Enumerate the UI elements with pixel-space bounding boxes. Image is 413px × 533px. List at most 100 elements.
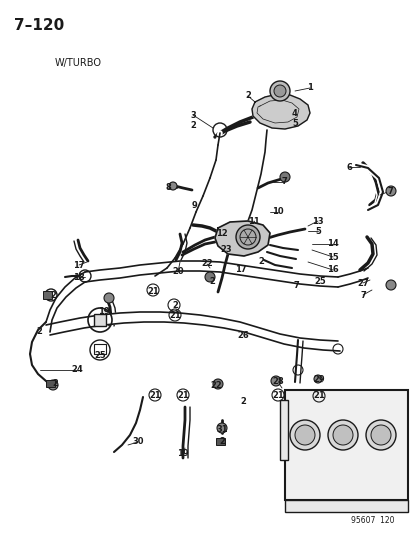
Text: 19: 19 bbox=[177, 449, 188, 458]
Text: 2: 2 bbox=[209, 278, 214, 287]
Text: 1: 1 bbox=[306, 84, 312, 93]
Bar bbox=[94, 314, 106, 326]
Text: 14: 14 bbox=[326, 239, 338, 248]
Text: 7: 7 bbox=[280, 177, 286, 187]
Polygon shape bbox=[60, 318, 84, 332]
Text: 31: 31 bbox=[216, 424, 227, 433]
Text: 21: 21 bbox=[149, 391, 161, 400]
Circle shape bbox=[332, 425, 352, 445]
Circle shape bbox=[104, 293, 114, 303]
Polygon shape bbox=[85, 270, 100, 282]
Text: 7: 7 bbox=[292, 280, 298, 289]
Text: 29: 29 bbox=[312, 376, 324, 384]
Polygon shape bbox=[159, 261, 180, 273]
Text: 2: 2 bbox=[257, 257, 263, 266]
Polygon shape bbox=[299, 338, 322, 350]
Polygon shape bbox=[214, 221, 269, 256]
Polygon shape bbox=[46, 322, 64, 335]
Text: 2: 2 bbox=[244, 92, 250, 101]
Circle shape bbox=[279, 172, 289, 182]
Text: 15: 15 bbox=[326, 253, 338, 262]
Polygon shape bbox=[240, 265, 259, 278]
Polygon shape bbox=[140, 263, 159, 275]
Polygon shape bbox=[199, 261, 219, 272]
Polygon shape bbox=[100, 268, 120, 280]
Text: 10: 10 bbox=[271, 207, 283, 216]
Polygon shape bbox=[159, 312, 183, 323]
Text: 17: 17 bbox=[235, 264, 246, 273]
Text: 2: 2 bbox=[218, 438, 224, 447]
Text: 18: 18 bbox=[73, 272, 85, 281]
Polygon shape bbox=[319, 340, 339, 351]
Text: 24: 24 bbox=[71, 366, 83, 375]
Circle shape bbox=[385, 186, 395, 196]
Text: 20: 20 bbox=[172, 268, 183, 277]
Text: 25: 25 bbox=[94, 351, 106, 360]
Bar bbox=[284, 500, 407, 512]
Text: 21: 21 bbox=[312, 392, 324, 400]
Bar bbox=[284, 390, 407, 500]
Text: 8: 8 bbox=[165, 183, 171, 192]
Text: 5: 5 bbox=[291, 118, 297, 127]
Polygon shape bbox=[299, 274, 319, 286]
Circle shape bbox=[370, 425, 390, 445]
Circle shape bbox=[327, 420, 357, 450]
Text: 2: 2 bbox=[172, 301, 178, 310]
Circle shape bbox=[271, 376, 280, 386]
Text: 3: 3 bbox=[190, 110, 195, 119]
Bar bbox=[94, 344, 106, 354]
Text: 19: 19 bbox=[98, 306, 109, 316]
Text: 2: 2 bbox=[240, 398, 245, 407]
Text: 22: 22 bbox=[210, 381, 221, 390]
Text: 2: 2 bbox=[36, 327, 42, 336]
Circle shape bbox=[313, 375, 321, 383]
Text: 4: 4 bbox=[291, 109, 297, 117]
Text: 2: 2 bbox=[50, 290, 56, 300]
Polygon shape bbox=[120, 312, 144, 323]
Polygon shape bbox=[219, 262, 240, 275]
Text: 17: 17 bbox=[73, 261, 85, 270]
Polygon shape bbox=[219, 318, 243, 332]
Polygon shape bbox=[100, 313, 124, 325]
Text: 13: 13 bbox=[311, 216, 323, 225]
Circle shape bbox=[235, 225, 259, 249]
Polygon shape bbox=[259, 328, 283, 344]
Text: 5: 5 bbox=[314, 227, 320, 236]
Bar bbox=[216, 438, 224, 445]
Text: 27: 27 bbox=[356, 279, 368, 287]
Text: 9: 9 bbox=[192, 200, 197, 209]
Circle shape bbox=[289, 420, 319, 450]
Polygon shape bbox=[279, 271, 299, 284]
Text: 95607  120: 95607 120 bbox=[351, 516, 394, 525]
Text: 26: 26 bbox=[237, 330, 248, 340]
Bar bbox=[43, 291, 52, 299]
Circle shape bbox=[273, 85, 285, 97]
Circle shape bbox=[269, 81, 289, 101]
Text: 25: 25 bbox=[313, 278, 325, 287]
Text: 7: 7 bbox=[359, 290, 365, 300]
Circle shape bbox=[169, 182, 177, 190]
Circle shape bbox=[216, 423, 226, 433]
Text: 28: 28 bbox=[271, 377, 283, 386]
Circle shape bbox=[48, 380, 58, 390]
Text: 2: 2 bbox=[52, 378, 58, 387]
Text: 7: 7 bbox=[386, 187, 392, 196]
Polygon shape bbox=[180, 313, 204, 325]
Bar bbox=[279, 400, 287, 460]
Polygon shape bbox=[199, 315, 223, 328]
Polygon shape bbox=[120, 265, 140, 278]
Polygon shape bbox=[140, 312, 164, 322]
Text: 21: 21 bbox=[271, 391, 283, 400]
Text: 12: 12 bbox=[216, 229, 227, 238]
Text: W/TURBO: W/TURBO bbox=[55, 58, 102, 68]
Text: 7–120: 7–120 bbox=[14, 18, 64, 33]
Text: 2: 2 bbox=[190, 122, 195, 131]
Bar bbox=[46, 380, 55, 387]
Text: 6: 6 bbox=[345, 163, 351, 172]
Polygon shape bbox=[80, 315, 104, 328]
Polygon shape bbox=[259, 268, 279, 281]
Text: 21: 21 bbox=[147, 287, 159, 296]
Text: 30: 30 bbox=[132, 438, 143, 447]
Circle shape bbox=[365, 420, 395, 450]
Polygon shape bbox=[180, 261, 199, 271]
